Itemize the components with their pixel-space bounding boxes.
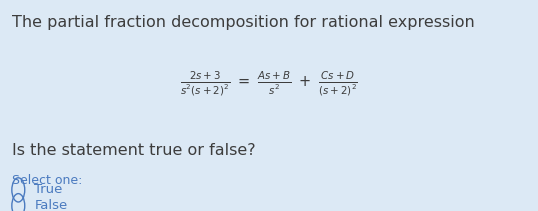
Text: Select one:: Select one: xyxy=(12,174,82,187)
Text: False: False xyxy=(34,199,68,211)
Text: Is the statement true or false?: Is the statement true or false? xyxy=(12,143,256,158)
Text: $\frac{2s+3}{s^2(s+2)^2}\ =\ \frac{As+B}{s^2}\ +\ \frac{Cs+D}{(s+2)^2}$: $\frac{2s+3}{s^2(s+2)^2}\ =\ \frac{As+B}… xyxy=(180,70,358,99)
Text: The partial fraction decomposition for rational expression: The partial fraction decomposition for r… xyxy=(12,15,475,30)
Text: True: True xyxy=(34,183,63,196)
